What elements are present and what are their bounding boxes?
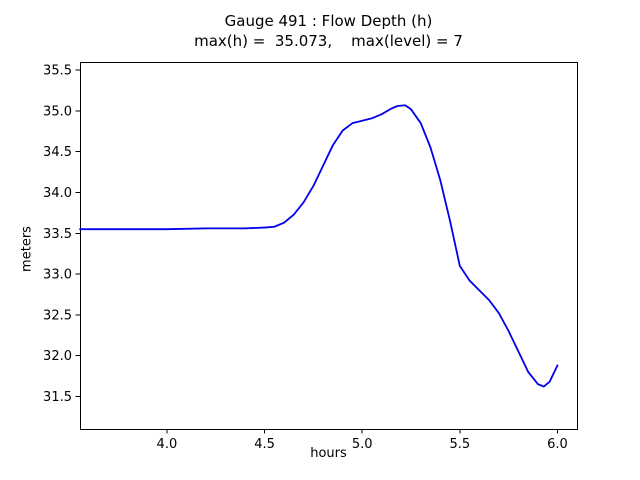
plot-border bbox=[80, 62, 578, 430]
y-tick-label: 32.5 bbox=[43, 308, 72, 323]
y-tick-label: 34.0 bbox=[43, 186, 72, 201]
y-tick-label: 35.5 bbox=[43, 64, 72, 79]
y-tick-label: 31.5 bbox=[43, 390, 72, 405]
chart-subtitle: max(h) = 35.073, max(level) = 7 bbox=[194, 32, 463, 50]
y-tick-label: 33.5 bbox=[43, 227, 72, 242]
x-tick-label: 4.5 bbox=[254, 437, 275, 452]
flow-depth-line bbox=[79, 104, 559, 388]
y-tick-label: 32.0 bbox=[43, 349, 72, 364]
y-tick-label: 34.5 bbox=[43, 145, 72, 160]
y-tick-label: 33.0 bbox=[43, 268, 72, 283]
y-tick-label: 35.0 bbox=[43, 104, 72, 119]
x-tick-label: 6.0 bbox=[547, 437, 568, 452]
chart-title-block: Gauge 491 : Flow Depth (h) max(h) = 35.0… bbox=[80, 11, 577, 51]
x-tick-label: 4.0 bbox=[157, 437, 178, 452]
x-axis-label: hours bbox=[310, 446, 347, 461]
x-tick-label: 5.0 bbox=[352, 437, 373, 452]
chart-title: Gauge 491 : Flow Depth (h) bbox=[224, 12, 433, 30]
y-axis-label: meters bbox=[19, 226, 35, 272]
x-tick-label: 5.5 bbox=[449, 437, 470, 452]
